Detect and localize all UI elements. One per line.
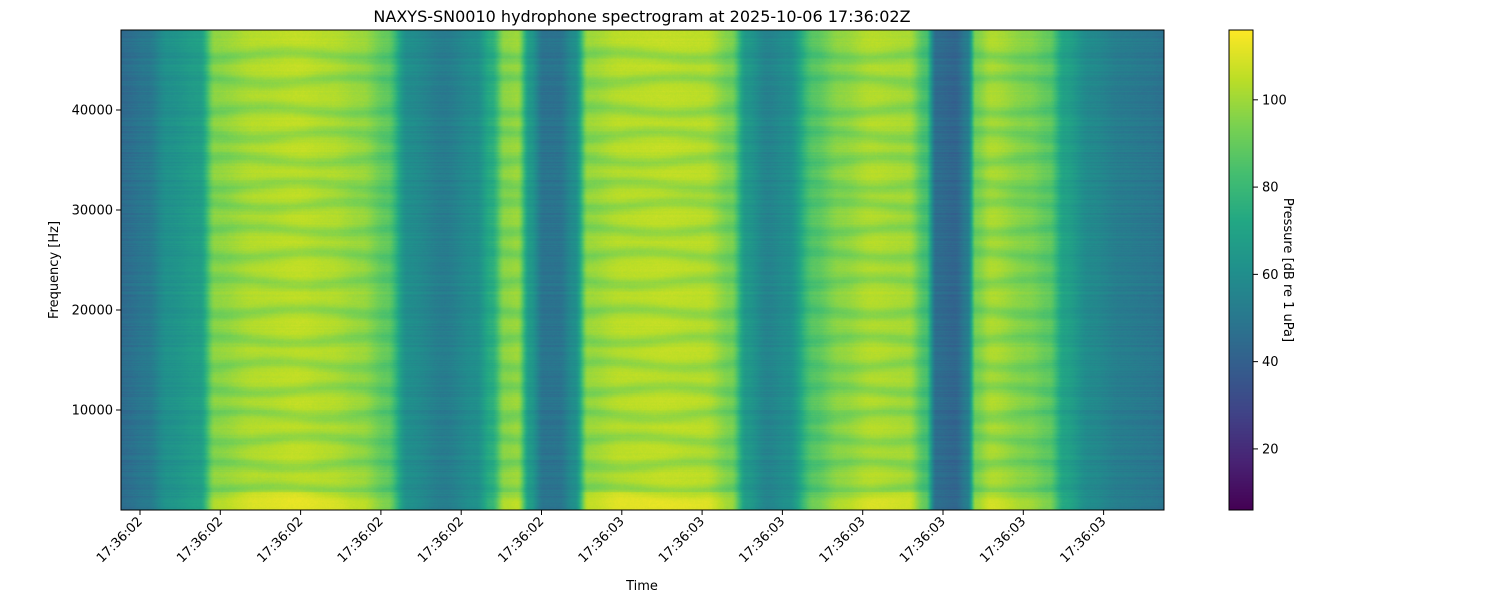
colorbar [1229,30,1253,510]
x-tick-label: 17:36:03 [817,514,869,566]
y-tick-label: 20000 [72,304,113,319]
y-tick-label: 10000 [72,404,113,419]
x-axis-label: Time [625,579,658,594]
x-axis: 17:36:02 17:36:02 17:36:02 17:36:02 17:36:02… [94,510,1109,566]
y-tick-label: 40000 [72,104,113,119]
colorbar-tick-label: 100 [1262,93,1287,108]
y-axis: 10000 20000 30000 40000 [72,104,121,419]
chart-title: NAXYS-SN0010 hydrophone spectrogram at 2… [373,7,910,26]
colorbar-tick-label: 20 [1262,442,1279,457]
x-tick-label: 17:36:02 [495,514,547,566]
y-tick-label: 30000 [72,204,113,219]
colorbar-label: Pressure [dB re 1 uPa] [1280,198,1295,342]
y-axis-label: Frequency [Hz] [47,221,62,319]
x-tick-label: 17:36:03 [1058,514,1110,566]
x-tick-label: 17:36:03 [977,514,1029,566]
colorbar-tick-label: 80 [1262,181,1279,196]
x-tick-label: 17:36:02 [94,514,146,566]
colorbar-area [1229,30,1253,510]
x-tick-label: 17:36:02 [174,514,226,566]
colorbar-tick-label: 60 [1262,268,1279,283]
x-tick-label: 17:36:03 [656,514,708,566]
colorbar-tick-label: 40 [1262,355,1279,370]
x-tick-label: 17:36:02 [415,514,467,566]
spectrogram-heatmap [121,30,1164,510]
plot-frame [120,29,1165,511]
x-tick-label: 17:36:03 [897,514,949,566]
x-tick-label: 17:36:03 [576,514,628,566]
x-tick-label: 17:36:02 [255,514,307,566]
x-tick-label: 17:36:03 [736,514,788,566]
colorbar-axis: 20 40 60 80 100 [1253,93,1287,457]
colorbar-frame [1228,29,1254,511]
spectrogram-area [121,30,1164,510]
x-tick-label: 17:36:02 [335,514,387,566]
